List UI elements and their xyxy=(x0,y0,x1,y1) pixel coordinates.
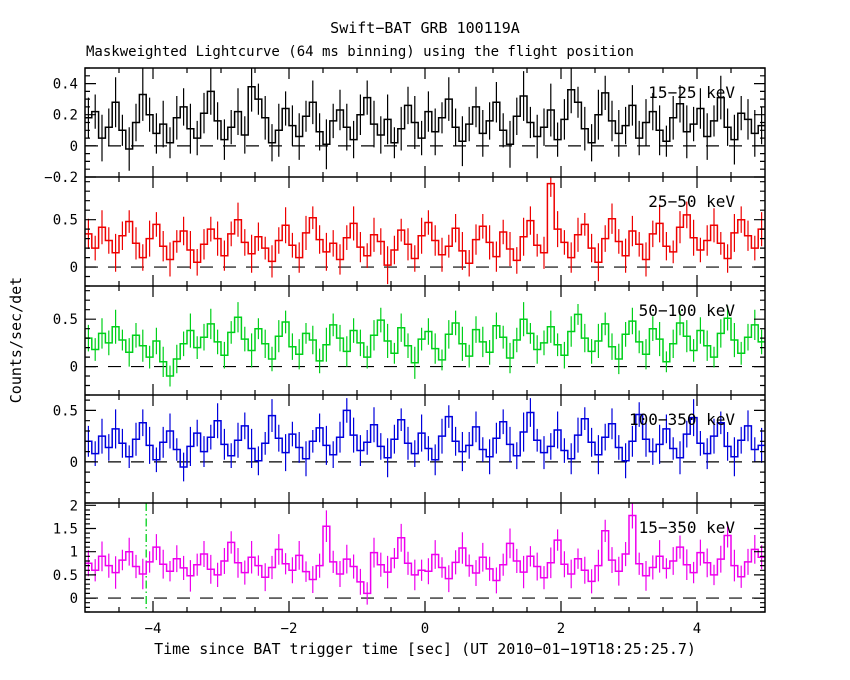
x-tick-label: 0 xyxy=(421,621,429,637)
x-tick-label: 2 xyxy=(557,621,565,637)
x-axis-label: Time since BAT trigger time [sec] (UT 20… xyxy=(154,640,696,658)
band-label: 50−100 keV xyxy=(639,301,736,320)
y-tick-labels: 0.4 0.2 0 −0.2 xyxy=(44,77,78,186)
x-tick-label: −4 xyxy=(145,621,162,637)
y-tick-labels: 0.50 xyxy=(53,213,78,276)
y-tick-label: 1.5 xyxy=(53,522,78,538)
y-tick-label: 0.5 xyxy=(53,403,78,419)
y-axis-label: Counts/sec/det xyxy=(7,277,25,403)
y-tick-label: 0 xyxy=(70,260,78,276)
band-label: 100−350 keV xyxy=(629,410,735,429)
y-tick-label: 0 xyxy=(70,455,78,471)
y-tick-label: 2 xyxy=(70,498,78,514)
y-tick-label: 0 xyxy=(70,139,78,155)
band-label: 15−350 keV xyxy=(639,518,736,537)
x-tick-label: −2 xyxy=(281,621,298,637)
lightcurve-step-line xyxy=(85,313,765,377)
lightcurve-step-line xyxy=(85,514,765,595)
panel-15-25-kev: 15−25 keV 0.4 0.2 0 −0.2 xyxy=(44,67,765,186)
x-tick-labels: −4 −2 0 2 4 xyxy=(145,621,702,637)
band-label: 25−50 keV xyxy=(648,192,735,211)
chart-subtitle: Maskweighted Lightcurve (64 ms binning) … xyxy=(86,44,634,60)
y-tick-labels: 2 1.5 1 0.5 0 xyxy=(53,498,78,607)
y-tick-label: 0.5 xyxy=(53,312,78,328)
y-tick-label: 0 xyxy=(70,591,78,607)
lightcurve-step-line xyxy=(85,182,765,266)
x-ticks xyxy=(118,286,732,395)
data-layer xyxy=(85,177,765,285)
x-ticks xyxy=(118,503,732,612)
band-label: 15−25 keV xyxy=(648,83,735,102)
y-tick-label: −0.2 xyxy=(44,170,78,186)
frame-rect xyxy=(84,67,766,613)
y-tick-labels: 0.50 xyxy=(53,403,78,470)
lightcurve-step-line xyxy=(85,409,765,468)
y-tick-labels: 0.50 xyxy=(53,312,78,375)
plot-frame xyxy=(84,67,766,613)
y-tick-label: 1 xyxy=(70,545,78,561)
x-tick-label: 4 xyxy=(693,621,701,637)
data-layer xyxy=(85,503,765,612)
y-tick-label: 0.2 xyxy=(53,108,78,124)
y-tick-label: 0.4 xyxy=(53,77,78,93)
y-tick-label: 0.5 xyxy=(53,213,78,229)
panel-15-350-kev: 15−350 keV 2 1.5 1 0.5 0 xyxy=(53,498,765,613)
data-layer xyxy=(85,68,765,171)
y-tick-label: 0 xyxy=(70,360,78,376)
x-ticks xyxy=(118,395,732,503)
y-tick-label: 0.5 xyxy=(53,568,78,584)
x-ticks xyxy=(118,68,732,177)
x-ticks xyxy=(118,177,732,286)
chart-title: Swift−BAT GRB 100119A xyxy=(330,19,520,37)
lightcurve-step-line xyxy=(85,85,765,150)
